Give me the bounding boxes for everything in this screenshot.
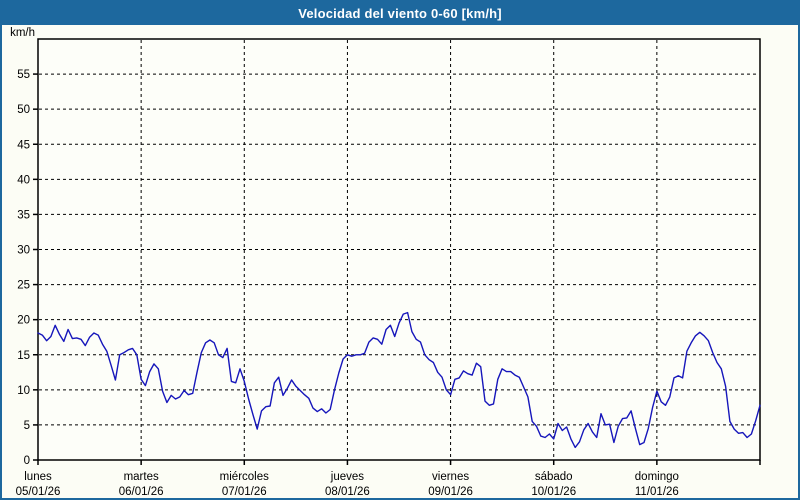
y-tick-label: 5	[24, 420, 30, 432]
x-day-date: 11/01/26	[635, 486, 679, 498]
y-tick-label: 25	[17, 280, 30, 292]
x-day-name: jueves	[330, 471, 364, 483]
x-day-name: sábado	[535, 471, 573, 483]
x-day-name: martes	[124, 471, 159, 483]
y-tick-label: 30	[17, 245, 30, 257]
x-day-name: domingo	[635, 471, 679, 483]
x-day-date: 08/01/26	[325, 486, 370, 498]
y-axis: 0 5 10 15 20 25 30 35 40 45 50 55 km/h	[10, 27, 759, 467]
x-day-date: 05/01/26	[16, 486, 61, 498]
y-tick-label: 0	[24, 455, 30, 467]
x-day-date: 09/01/26	[428, 486, 473, 498]
wind-speed-chart: 0 5 10 15 20 25 30 35 40 45 50 55 km/h lunes 05/01/26 m…	[10, 27, 761, 498]
chart-title: Velocidad del viento 0-60 [km/h]	[298, 6, 502, 21]
x-day-date: 10/01/26	[531, 486, 576, 498]
y-tick-label: 35	[17, 209, 30, 221]
x-day-name: miércoles	[220, 471, 269, 483]
y-tick-label: 40	[17, 174, 30, 186]
x-axis: lunes 05/01/26 martes 06/01/26 miércoles 07/0…	[16, 40, 761, 498]
y-tick-label: 45	[17, 139, 30, 151]
y-tick-label: 50	[17, 104, 30, 116]
x-day-name: lunes	[24, 471, 52, 483]
y-tick-label: 15	[17, 350, 30, 362]
chart-title-bar: Velocidad del viento 0-60 [km/h]	[2, 2, 798, 25]
x-day-name: viernes	[432, 471, 469, 483]
y-axis-unit-label: km/h	[10, 27, 35, 39]
x-day-date: 07/01/26	[222, 486, 267, 498]
wind-speed-line	[37, 311, 761, 449]
x-day-date: 06/01/26	[119, 486, 164, 498]
y-tick-label: 10	[17, 385, 30, 397]
y-tick-label: 20	[17, 315, 30, 327]
y-tick-label: 55	[17, 69, 30, 81]
